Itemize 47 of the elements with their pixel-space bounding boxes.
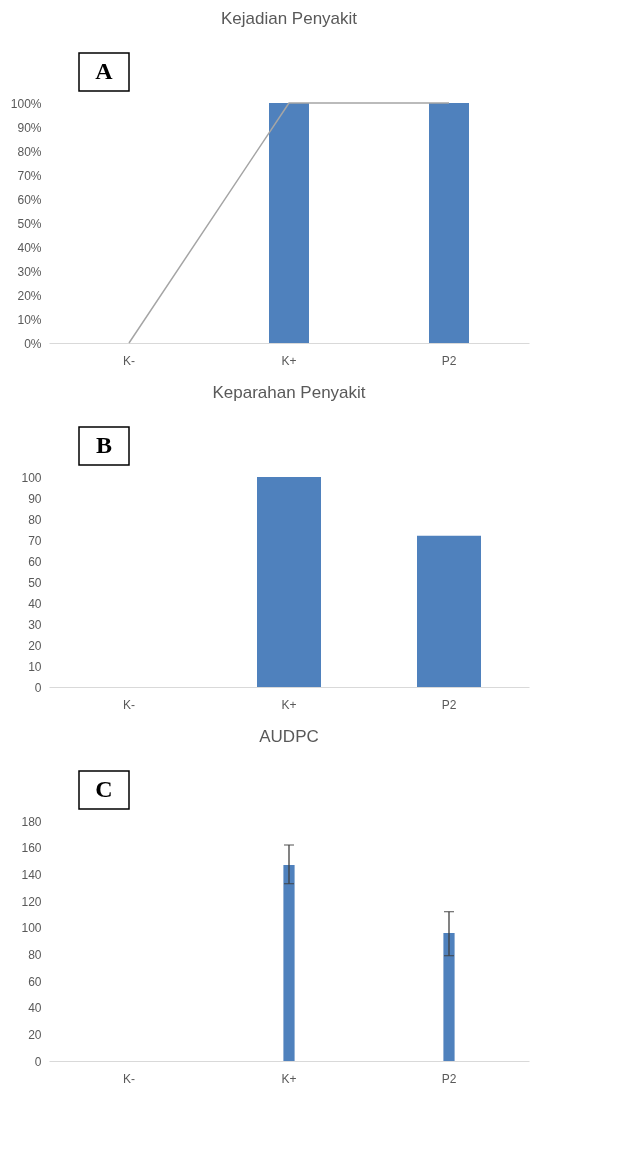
y-tick-label: 60% (17, 192, 42, 207)
y-tick-label: 10% (17, 312, 42, 327)
x-tick-label: K+ (281, 697, 297, 712)
x-tick-label: K- (123, 353, 135, 368)
y-tick-label: 60 (28, 974, 42, 989)
y-tick-label: 20% (17, 288, 42, 303)
y-tick-label: 60 (28, 554, 42, 569)
x-tick-label: K+ (281, 1071, 297, 1086)
y-tick-label: 80 (28, 512, 42, 527)
y-tick-label: 100 (21, 921, 42, 936)
y-tick-label: 10 (28, 659, 42, 674)
y-tick-label: 20 (28, 1027, 42, 1042)
y-tick-label: 40 (28, 596, 42, 611)
y-tick-label: 70% (17, 168, 42, 183)
y-tick-label: 50% (17, 216, 42, 231)
y-tick-label: 90% (17, 120, 42, 135)
y-tick-label: 0 (34, 1054, 42, 1069)
y-tick-label: 0% (24, 336, 42, 351)
y-tick-label: 160 (21, 841, 42, 856)
y-tick-label: 0 (34, 680, 42, 695)
y-tick-label: 50 (28, 575, 42, 590)
y-tick-label: 120 (21, 894, 42, 909)
x-tick-label: P2 (441, 697, 457, 712)
y-tick-label: 40 (28, 1001, 42, 1016)
x-tick-label: K+ (281, 353, 297, 368)
chart-title: Kejadian Penyakit (220, 9, 358, 29)
chart-title: Keparahan Penyakit (212, 383, 366, 403)
text: B (95, 432, 113, 458)
y-tick-label: 180 (21, 814, 42, 829)
x-tick-label: K- (123, 1071, 135, 1086)
y-tick-label: 40% (17, 240, 42, 255)
y-tick-label: 100% (10, 96, 42, 111)
y-tick-label: 20 (28, 638, 42, 653)
x-tick-label: P2 (441, 1071, 457, 1086)
x-tick-label: K- (123, 697, 135, 712)
y-tick-label: 80% (17, 144, 42, 159)
chart-title: AUDPC (259, 727, 319, 747)
y-tick-label: 90 (28, 491, 42, 506)
y-tick-label: 80 (28, 947, 42, 962)
y-tick-label: 100 (21, 470, 42, 485)
y-tick-label: 140 (21, 867, 42, 882)
y-tick-label: 70 (28, 533, 42, 548)
x-tick-label: P2 (441, 353, 457, 368)
text: A (95, 58, 114, 84)
text: C (95, 776, 113, 802)
y-tick-label: 30 (28, 617, 42, 632)
y-tick-label: 30% (17, 264, 42, 279)
